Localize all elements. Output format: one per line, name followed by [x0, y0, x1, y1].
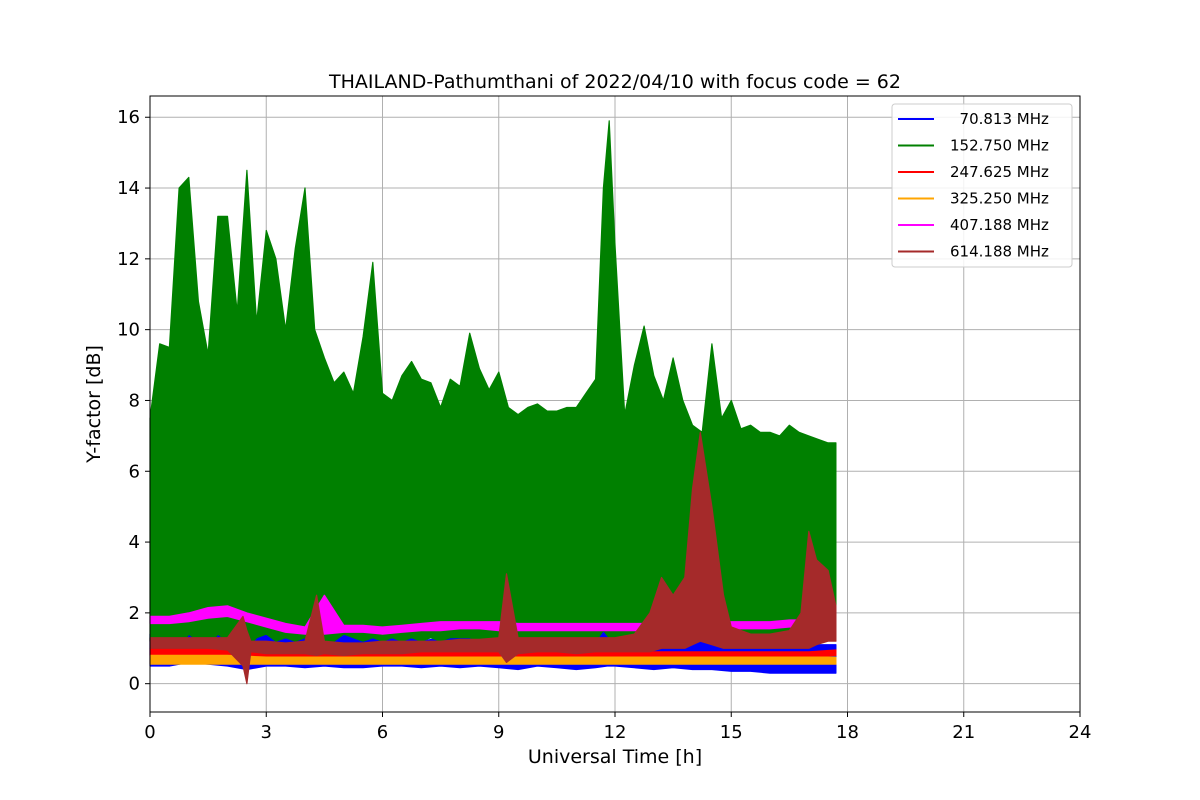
legend-label: 325.250 MHz	[950, 190, 1049, 208]
x-axis-label: Universal Time [h]	[528, 746, 702, 768]
y-tick-label: 14	[117, 178, 140, 199]
x-tick-label: 6	[377, 722, 388, 743]
legend-label: 407.188 MHz	[950, 216, 1049, 234]
y-axis-label: Y-factor [dB]	[83, 345, 105, 464]
y-tick-label: 4	[129, 532, 140, 553]
x-tick-label: 24	[1069, 722, 1092, 743]
series-layer	[149, 120, 837, 685]
series-band-3	[149, 654, 837, 665]
x-tick-label: 9	[493, 722, 504, 743]
x-tick-label: 3	[261, 722, 272, 743]
legend-label: 614.188 MHz	[950, 243, 1049, 261]
x-tick-label: 0	[144, 722, 155, 743]
y-tick-label: 10	[117, 320, 140, 341]
x-tick-label: 15	[720, 722, 743, 743]
x-tick-label: 21	[952, 722, 975, 743]
x-tick-label: 12	[604, 722, 627, 743]
y-tick-label: 6	[129, 461, 140, 482]
legend-box	[891, 103, 1073, 268]
y-tick-label: 2	[129, 603, 140, 624]
legend-label: 152.750 MHz	[950, 137, 1049, 155]
legend-label: 247.625 MHz	[950, 163, 1049, 181]
y-tick-label: 12	[117, 249, 140, 270]
y-tick-label: 16	[117, 107, 140, 128]
y-tick-label: 8	[129, 390, 140, 411]
y-tick-label: 0	[129, 674, 140, 695]
legend-label: 70.813 MHz	[950, 110, 1049, 128]
series-band-5	[149, 431, 837, 685]
x-tick-label: 18	[836, 722, 859, 743]
legend: 70.813 MHz 152.750 MHz 247.625 MHz 325.250 …	[891, 103, 1073, 268]
chart-title: THAILAND-Pathumthani of 2022/04/10 with …	[328, 71, 901, 93]
